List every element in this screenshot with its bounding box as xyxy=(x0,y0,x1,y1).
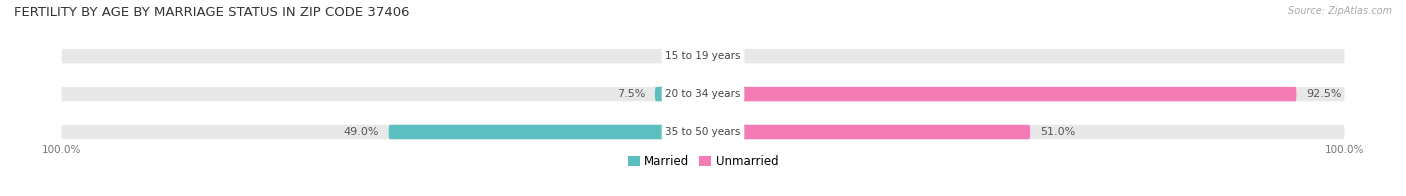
Text: 7.5%: 7.5% xyxy=(617,89,645,99)
Text: 100.0%: 100.0% xyxy=(42,145,82,155)
Text: 49.0%: 49.0% xyxy=(343,127,380,137)
Text: FERTILITY BY AGE BY MARRIAGE STATUS IN ZIP CODE 37406: FERTILITY BY AGE BY MARRIAGE STATUS IN Z… xyxy=(14,6,409,19)
FancyBboxPatch shape xyxy=(388,125,703,139)
FancyBboxPatch shape xyxy=(62,49,1344,63)
FancyBboxPatch shape xyxy=(703,87,1296,101)
FancyBboxPatch shape xyxy=(62,87,1344,101)
Text: 0.0%: 0.0% xyxy=(665,51,693,61)
FancyBboxPatch shape xyxy=(62,125,1344,139)
Text: 35 to 50 years: 35 to 50 years xyxy=(665,127,741,137)
Text: 0.0%: 0.0% xyxy=(713,51,741,61)
FancyBboxPatch shape xyxy=(655,87,703,101)
Text: 92.5%: 92.5% xyxy=(1306,89,1341,99)
Text: 51.0%: 51.0% xyxy=(1040,127,1076,137)
Text: 20 to 34 years: 20 to 34 years xyxy=(665,89,741,99)
Text: 100.0%: 100.0% xyxy=(1324,145,1364,155)
Text: 15 to 19 years: 15 to 19 years xyxy=(665,51,741,61)
FancyBboxPatch shape xyxy=(703,125,1031,139)
Legend: Married, Unmarried: Married, Unmarried xyxy=(623,150,783,173)
Text: Source: ZipAtlas.com: Source: ZipAtlas.com xyxy=(1288,6,1392,16)
